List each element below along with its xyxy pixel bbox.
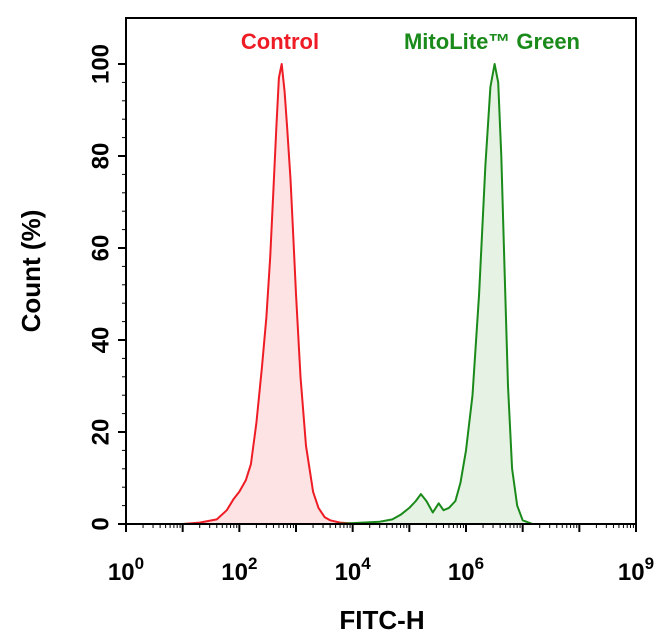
ticks bbox=[118, 63, 637, 532]
x-tick-label: 109 bbox=[618, 554, 654, 586]
series-line-0 bbox=[182, 63, 370, 525]
x-tick-label: 100 bbox=[108, 554, 144, 586]
y-tick-label: 0 bbox=[87, 517, 114, 530]
x-tick-label: 102 bbox=[221, 554, 257, 586]
y-tick-label: 100 bbox=[87, 44, 114, 84]
y-tick-label: 20 bbox=[87, 419, 114, 446]
x-axis-title: FITC-H bbox=[339, 605, 424, 635]
tick-labels: 100 102 104 106 109 0 20 40 60 80 100 bbox=[87, 44, 654, 586]
x-tick-label: 104 bbox=[335, 554, 372, 586]
axes bbox=[125, 17, 637, 525]
plot-frame bbox=[125, 17, 637, 525]
y-tick-label: 40 bbox=[87, 327, 114, 354]
x-tick-label: 106 bbox=[448, 554, 484, 586]
y-axis-title: Count (%) bbox=[16, 210, 46, 333]
y-tick-label: 80 bbox=[87, 143, 114, 170]
series-area-0 bbox=[182, 64, 370, 524]
series-fills bbox=[182, 64, 533, 524]
series-area-1 bbox=[296, 64, 533, 524]
series-lines bbox=[182, 63, 533, 525]
y-tick-label: 60 bbox=[87, 235, 114, 262]
series-line-1 bbox=[296, 63, 533, 525]
series-label-control: Control bbox=[241, 29, 319, 54]
series-label-mitolite-green: MitoLite™ Green bbox=[404, 29, 580, 54]
